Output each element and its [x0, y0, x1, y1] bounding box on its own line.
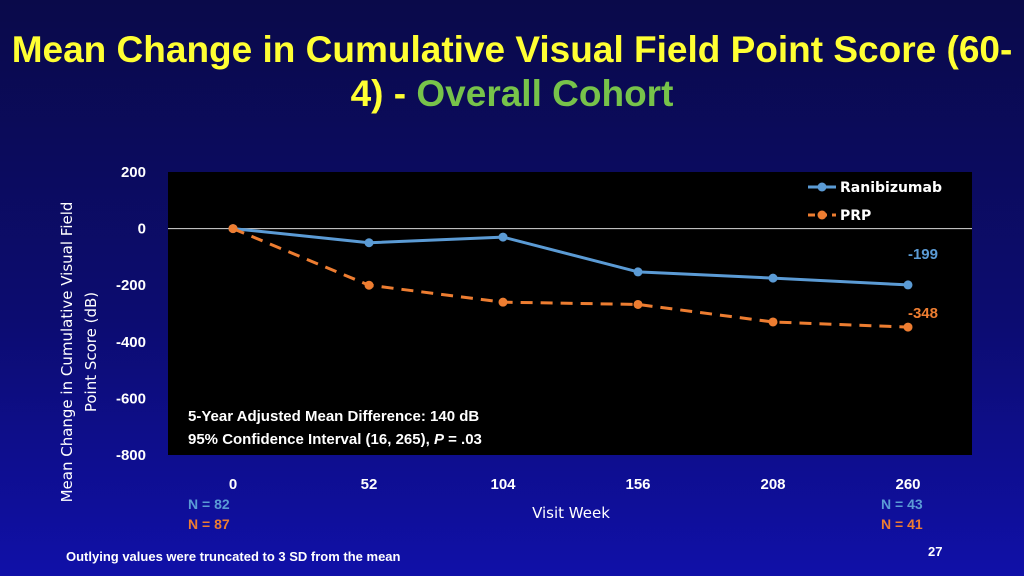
data-point-prp	[633, 299, 643, 309]
x-tick-label: 156	[625, 476, 650, 493]
annotation-line-1: 5-Year Adjusted Mean Difference: 140 dB	[188, 408, 479, 425]
x-tick-label: 52	[361, 476, 378, 493]
data-point-ranibizumab	[498, 232, 508, 242]
y-axis-title-line-2: Point Score (dB)	[82, 292, 100, 412]
title-separator: -	[383, 73, 417, 114]
end-labels: -199 -348	[908, 246, 938, 322]
data-point-prp	[903, 322, 913, 332]
data-point-ranibizumab	[633, 267, 643, 277]
legend-label-ranibizumab: Ranibizumab	[840, 180, 942, 196]
data-point-prp	[498, 297, 508, 307]
n-prp-week-260: N = 41	[881, 516, 923, 532]
x-tick-labels: 0 52 104 156 208 260	[229, 476, 921, 493]
title-main: Mean Change in Cumulative Visual Field P…	[11, 29, 1013, 114]
legend-swatch-marker	[817, 182, 827, 192]
y-tick-label: 200	[121, 164, 146, 181]
y-tick-label: 0	[138, 221, 146, 238]
x-tick-label: 208	[760, 476, 785, 493]
n-ranibizumab-week-260: N = 43	[881, 496, 923, 512]
data-point-prp	[364, 280, 374, 290]
data-point-prp	[768, 317, 778, 327]
slide-title: Mean Change in Cumulative Visual Field P…	[0, 28, 1024, 116]
data-point-ranibizumab	[768, 273, 778, 283]
annotation-ci: 95% Confidence Interval (16, 265),	[188, 431, 434, 448]
series-line-ranibizumab	[232, 227, 909, 287]
series-layer	[228, 224, 913, 332]
footnote: Outlying values were truncated to 3 SD f…	[66, 549, 401, 564]
y-tick-label: -800	[116, 447, 146, 464]
x-tick-label: 260	[895, 476, 920, 493]
y-tick-label: -400	[116, 334, 146, 351]
x-axis-title: Visit Week	[532, 504, 610, 522]
annotation-p-symbol: P	[434, 431, 445, 448]
legend-label-prp: PRP	[840, 208, 871, 224]
n-prp-week-0: N = 87	[188, 516, 230, 532]
x-tick-label: 0	[229, 476, 237, 493]
legend: Ranibizumab PRP	[808, 180, 942, 224]
y-tick-label: -600	[116, 390, 146, 407]
annotation-p-value: = .03	[444, 431, 482, 448]
plot-area	[168, 172, 972, 455]
end-label-ranibizumab: -199	[908, 246, 938, 263]
data-point-ranibizumab	[903, 280, 913, 290]
title-subtitle: Overall Cohort	[416, 73, 674, 114]
title-line: Mean Change in Cumulative Visual Field P…	[0, 28, 1024, 116]
slide-number: 27	[928, 544, 943, 559]
data-point-ranibizumab	[364, 238, 374, 248]
y-tick-labels: 200 0 -200 -400 -600 -800	[116, 164, 146, 464]
y-tick-label: -200	[116, 277, 146, 294]
series-line-prp	[232, 227, 909, 329]
end-label-prp: -348	[908, 305, 938, 322]
x-tick-label: 104	[490, 476, 516, 493]
legend-swatch-marker	[817, 210, 827, 220]
annotation-line-2: 95% Confidence Interval (16, 265), P = .…	[188, 431, 482, 448]
y-axis-title-line-1: Mean Change in Cumulative Visual Field	[58, 202, 76, 503]
data-point-prp	[228, 224, 238, 234]
n-ranibizumab-week-0: N = 82	[188, 496, 230, 512]
